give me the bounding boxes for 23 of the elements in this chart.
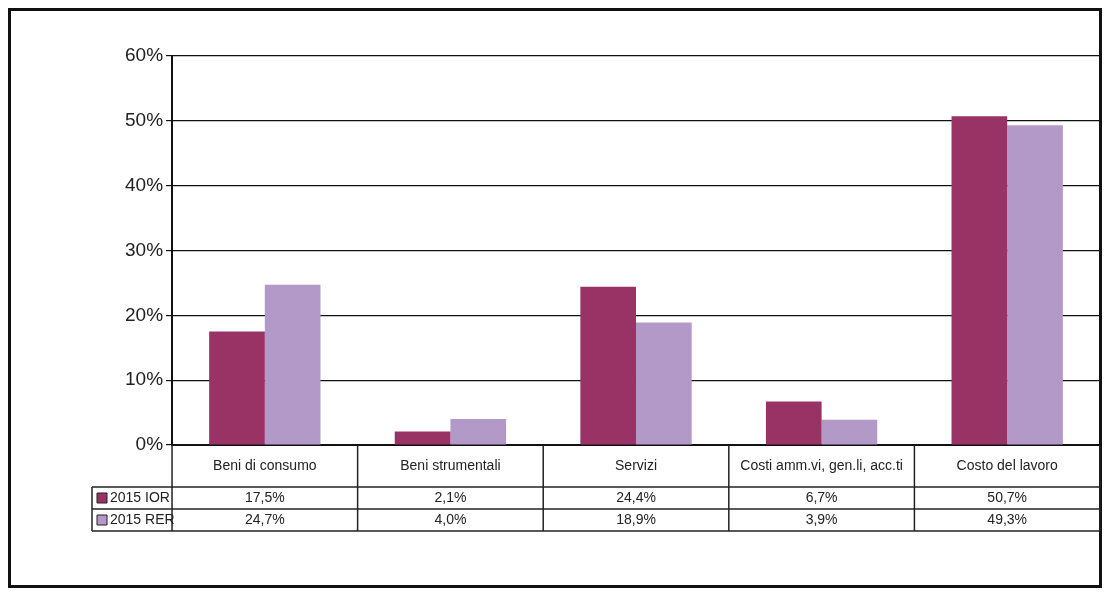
y-tick-label: 40%	[125, 173, 164, 195]
data-label: 17,5%	[244, 488, 285, 505]
data-label: 24,4%	[616, 488, 656, 505]
data-label: 3,9%	[805, 510, 838, 527]
data-label: 50,7%	[987, 488, 1028, 505]
legend-label: 2015 IOR	[110, 488, 170, 505]
data-label: 4,0%	[434, 510, 467, 527]
y-tick-label: 50%	[125, 109, 164, 131]
y-tick-label: 60%	[125, 44, 164, 66]
data-label: 24,7%	[244, 510, 285, 527]
y-tick-label: 0%	[135, 433, 164, 455]
y-tick-label: 20%	[125, 303, 164, 325]
data-label: 18,9%	[616, 510, 656, 527]
x-tick-label: Costi amm.vi, gen.li, acc.ti	[740, 456, 903, 473]
x-tick-label: Beni strumentali	[400, 456, 501, 473]
x-tick-label: Beni di consumo	[213, 456, 317, 473]
data-label: 49,3%	[987, 510, 1028, 527]
y-tick-label: 30%	[125, 238, 164, 260]
y-tick-label: 10%	[125, 368, 164, 390]
x-tick-label: Servizi	[615, 456, 658, 473]
data-label: 2,1%	[434, 488, 467, 505]
x-tick-label: Costo del lavoro	[956, 456, 1058, 473]
data-label: 6,7%	[805, 488, 838, 505]
